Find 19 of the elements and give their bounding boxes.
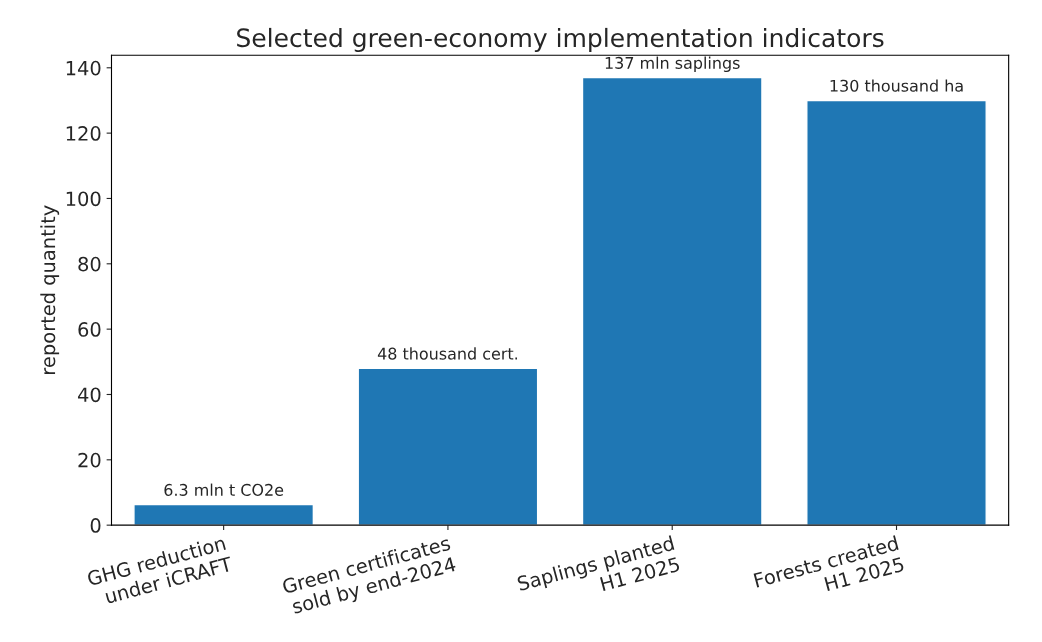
data-label: 6.3 mln t CO2e — [164, 483, 284, 496]
y-axis-title: reported quantity — [40, 205, 60, 374]
bar — [581, 76, 763, 526]
y-tick-label: 60 — [78, 322, 101, 337]
chart-title: Selected green-economy implementation indicators — [237, 27, 884, 53]
y-tick-label: 100 — [66, 191, 101, 207]
y-tick-label: 80 — [78, 256, 101, 272]
y-tick-label: 120 — [66, 126, 101, 141]
data-label: 48 thousand cert. — [377, 347, 518, 360]
y-tick-label: 40 — [77, 387, 101, 403]
x-tick-label: Forests created H1 2025 — [753, 535, 905, 592]
bar — [357, 367, 539, 526]
y-tick-label: 140 — [66, 60, 101, 76]
data-label: 137 mln saplings — [605, 56, 740, 73]
bar — [133, 503, 315, 526]
data-label: 130 thousand ha — [830, 79, 963, 92]
y-tick-label: 0 — [90, 518, 101, 533]
y-tick-label: 20 — [78, 452, 101, 468]
bar — [806, 99, 987, 526]
